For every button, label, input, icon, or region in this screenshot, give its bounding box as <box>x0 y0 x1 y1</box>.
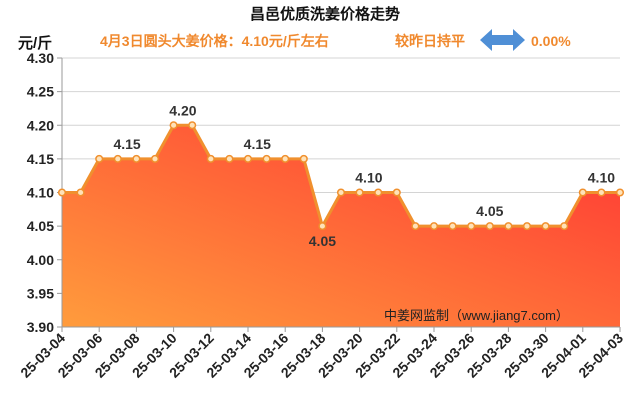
data-label: 4.05 <box>309 233 336 249</box>
data-point <box>485 222 494 231</box>
data-point <box>429 222 439 231</box>
data-point <box>299 154 308 163</box>
data-label: 4.15 <box>244 136 271 152</box>
change-text: 较昨日持平 <box>395 33 465 49</box>
data-point <box>448 222 457 231</box>
data-point <box>541 222 550 231</box>
data-point <box>560 222 569 231</box>
data-point <box>522 222 532 231</box>
data-point <box>392 188 401 197</box>
data-point <box>150 154 160 163</box>
area-layer <box>62 125 620 327</box>
data-point <box>206 154 215 163</box>
y-tick-label: 4.05 <box>27 218 54 234</box>
x-axis-ticks: 25-03-0425-03-0625-03-0825-03-1025-03-12… <box>17 327 626 381</box>
chart-title: 昌邑优质洗姜价格走势 <box>250 5 400 23</box>
data-label: 4.20 <box>169 102 196 118</box>
data-point <box>243 154 253 163</box>
y-tick-label: 4.30 <box>27 50 54 66</box>
data-label: 4.10 <box>355 170 382 186</box>
data-point <box>336 188 346 197</box>
data-point <box>57 188 67 197</box>
y-tick-label: 3.95 <box>27 285 54 301</box>
y-axis-ticks: 3.90 3.95 4.00 4.05 4.10 4.15 4.20 4.25 4.30 <box>27 50 62 335</box>
watermark: 中姜网监制（www.jiang7.com） <box>384 308 569 323</box>
y-tick-label: 4.25 <box>27 84 54 100</box>
data-point <box>355 188 364 197</box>
data-point <box>76 188 85 197</box>
data-point <box>597 188 606 197</box>
y-tick-label: 4.15 <box>27 151 54 167</box>
data-point <box>113 154 122 163</box>
data-point <box>578 188 587 197</box>
data-point <box>132 154 141 163</box>
y-tick-label: 4.00 <box>27 252 54 268</box>
data-label: 4.15 <box>113 136 140 152</box>
data-label: 4.05 <box>476 203 503 219</box>
data-point <box>411 222 420 231</box>
data-labels: 4.15 4.20 4.15 4.05 4.10 4.05 4.10 <box>113 102 615 249</box>
change-percent: 0.00% <box>531 33 571 49</box>
data-point <box>188 121 197 130</box>
data-point <box>225 154 234 163</box>
price-summary: 4月3日圆头大姜价格：4.10元/斤左右 <box>100 33 329 49</box>
data-points <box>57 121 625 231</box>
y-tick-label: 4.10 <box>27 185 54 201</box>
double-arrow-icon <box>480 29 525 51</box>
data-point <box>95 154 104 163</box>
data-point <box>318 222 327 231</box>
data-label: 4.10 <box>588 170 615 186</box>
area-fill <box>62 125 620 327</box>
data-point <box>467 222 476 231</box>
y-tick-label: 3.90 <box>27 319 54 335</box>
data-point <box>374 188 383 197</box>
y-tick-label: 4.20 <box>27 117 54 133</box>
y-axis-unit: 元/斤 <box>18 35 52 52</box>
data-point <box>169 121 178 130</box>
data-point <box>262 154 271 163</box>
data-point <box>281 154 290 163</box>
data-point <box>504 222 513 231</box>
data-point <box>615 188 625 197</box>
